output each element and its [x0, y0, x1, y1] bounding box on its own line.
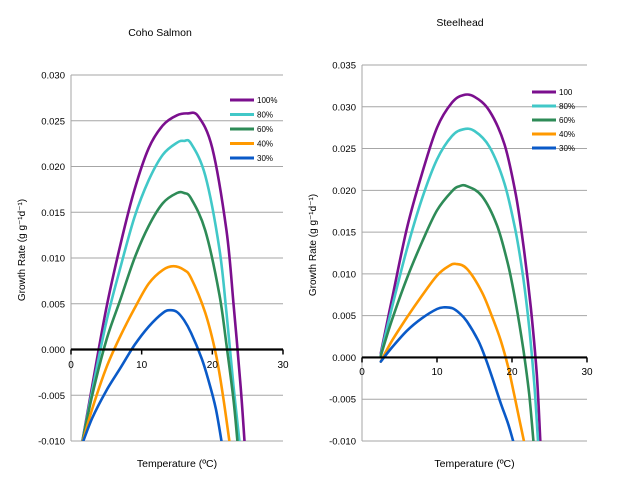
y-tick-label: 0.020	[332, 186, 356, 197]
x-tick-label: 20	[506, 367, 518, 378]
legend-label: 100%	[257, 96, 277, 105]
y-tick-label: 0.010	[41, 254, 65, 265]
legend-label: 40%	[257, 140, 273, 149]
legend-label: 30%	[257, 154, 273, 163]
legend-label: 100	[559, 88, 573, 97]
y-axis-label: Growth Rate (g g⁻¹d⁻¹)	[308, 194, 319, 296]
y-tick-label: 0.025	[41, 116, 65, 127]
y-tick-label: -0.010	[38, 437, 65, 448]
chart-title: Coho Salmon	[128, 27, 192, 39]
chart-title: Steelhead	[436, 17, 483, 29]
legend-label: 80%	[257, 111, 273, 120]
series-line-40	[81, 264, 231, 441]
y-tick-label: 0.000	[332, 353, 356, 364]
y-tick-label: 0.010	[332, 269, 356, 280]
legend: 100 80% 60% 40% 30%	[532, 88, 575, 153]
legend-label: 60%	[559, 116, 575, 125]
y-tick-label: 0.035	[332, 61, 356, 72]
series-line-60	[81, 190, 239, 441]
x-axis-label: Temperature (ºC)	[137, 458, 217, 470]
legend-label: 60%	[257, 125, 273, 134]
y-tick-label: 0.015	[332, 228, 356, 239]
coho-salmon-chart: 0 10 20 30 -0.010 -0.005 0.000 0.005 0.010 0.015 0…	[17, 27, 289, 470]
y-tick-label: -0.005	[329, 395, 356, 406]
y-tick-label: 0.015	[41, 208, 65, 219]
legend-label: 30%	[559, 144, 575, 153]
y-tick-label: -0.005	[38, 391, 65, 402]
series-line-100	[379, 93, 542, 441]
x-axis-label: Temperature (ºC)	[434, 458, 514, 470]
series-line-100	[81, 111, 246, 441]
legend: 100% 80% 60% 40% 30%	[230, 96, 277, 163]
x-tick-label: 20	[207, 360, 219, 371]
series-line-30	[379, 305, 515, 441]
y-tick-label: 0.030	[332, 102, 356, 113]
legend-label: 40%	[559, 130, 575, 139]
y-tick-label: 0.005	[41, 299, 65, 310]
series-line-80	[379, 127, 540, 441]
series-line-80	[81, 138, 241, 441]
x-tick-label: 0	[359, 367, 365, 378]
x-tick-label: 10	[136, 360, 148, 371]
steelhead-chart: 0 10 20 30 -0.010 -0.005 0.000 0.005 0.010 0.015 0…	[308, 17, 593, 470]
y-axis-label: Growth Rate (g g⁻¹d⁻¹)	[17, 199, 28, 301]
x-tick-label: 30	[581, 367, 593, 378]
x-tick-label: 30	[277, 360, 289, 371]
y-tick-label: 0.005	[332, 311, 356, 322]
y-tick-label: 0.020	[41, 162, 65, 173]
x-tick-label: 0	[68, 360, 74, 371]
series-line-30	[81, 308, 223, 441]
y-tick-label: -0.010	[329, 437, 356, 448]
y-tick-label: 0.030	[41, 71, 65, 82]
series-line-60	[379, 183, 535, 441]
x-tick-label: 10	[431, 367, 443, 378]
legend-label: 80%	[559, 102, 575, 111]
y-tick-label: 0.000	[41, 345, 65, 356]
y-tick-label: 0.025	[332, 144, 356, 155]
series-line-40	[379, 262, 526, 441]
